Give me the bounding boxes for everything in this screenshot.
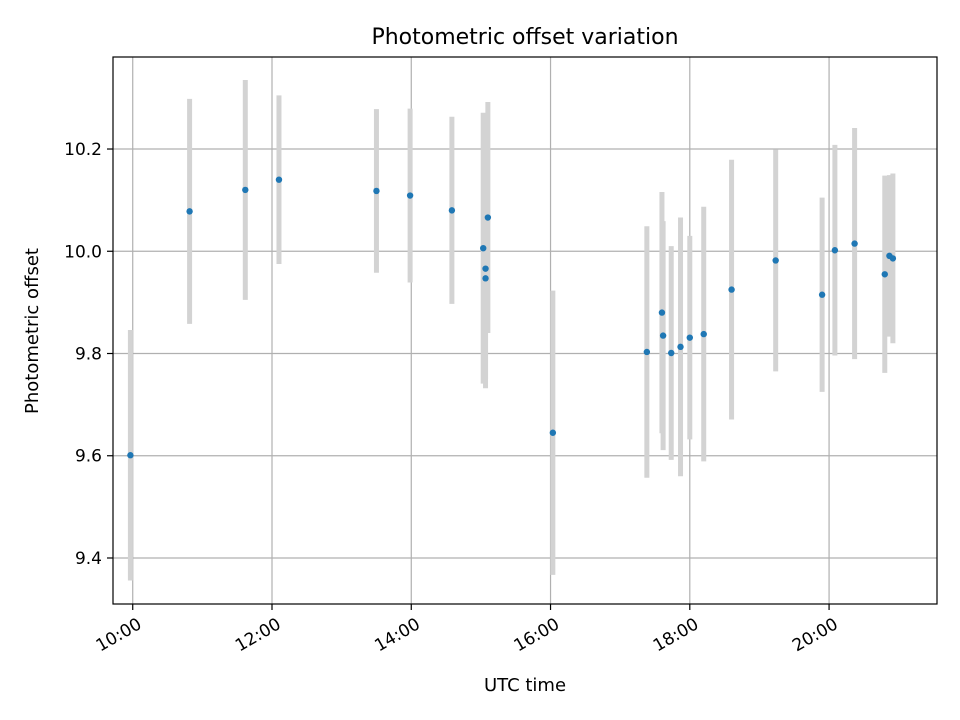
data-point [889,255,897,262]
data-point [677,343,684,351]
data-point [658,309,666,316]
x-axis-label: UTC time [484,675,566,696]
data-point [728,286,735,293]
data-point [373,187,380,195]
data-point [851,240,858,247]
data-point [406,192,414,199]
y-tick-label: 10.0 [64,242,102,262]
data-point [818,291,826,298]
data-point [700,330,707,338]
y-tick-label: 10.2 [64,140,102,160]
data-point [668,349,675,357]
data-point [482,275,489,282]
y-tick-label: 9.8 [75,345,102,365]
y-axis-label: Photometric offset [22,248,43,414]
data-point [659,332,667,339]
y-tick-label: 9.4 [75,549,102,569]
data-point [242,186,249,194]
plot-frame [112,56,938,605]
y-tick-label: 9.6 [75,447,102,467]
data-point [448,207,456,214]
y-axis-ticks: 9.4 9.6 9.8 10.0 10.2 [64,140,113,569]
data-point [831,247,839,254]
data-point [549,429,557,436]
data-point [275,176,283,183]
data-point [881,271,888,278]
data-point [127,452,134,459]
data-point [772,257,779,264]
data-point [643,348,651,356]
data-point [480,244,487,252]
data-point [186,208,193,215]
data-points [127,176,897,459]
data-point [686,334,693,341]
chart-title: Photometric offset variation [371,25,678,50]
data-point [482,265,489,272]
data-point [484,214,492,221]
